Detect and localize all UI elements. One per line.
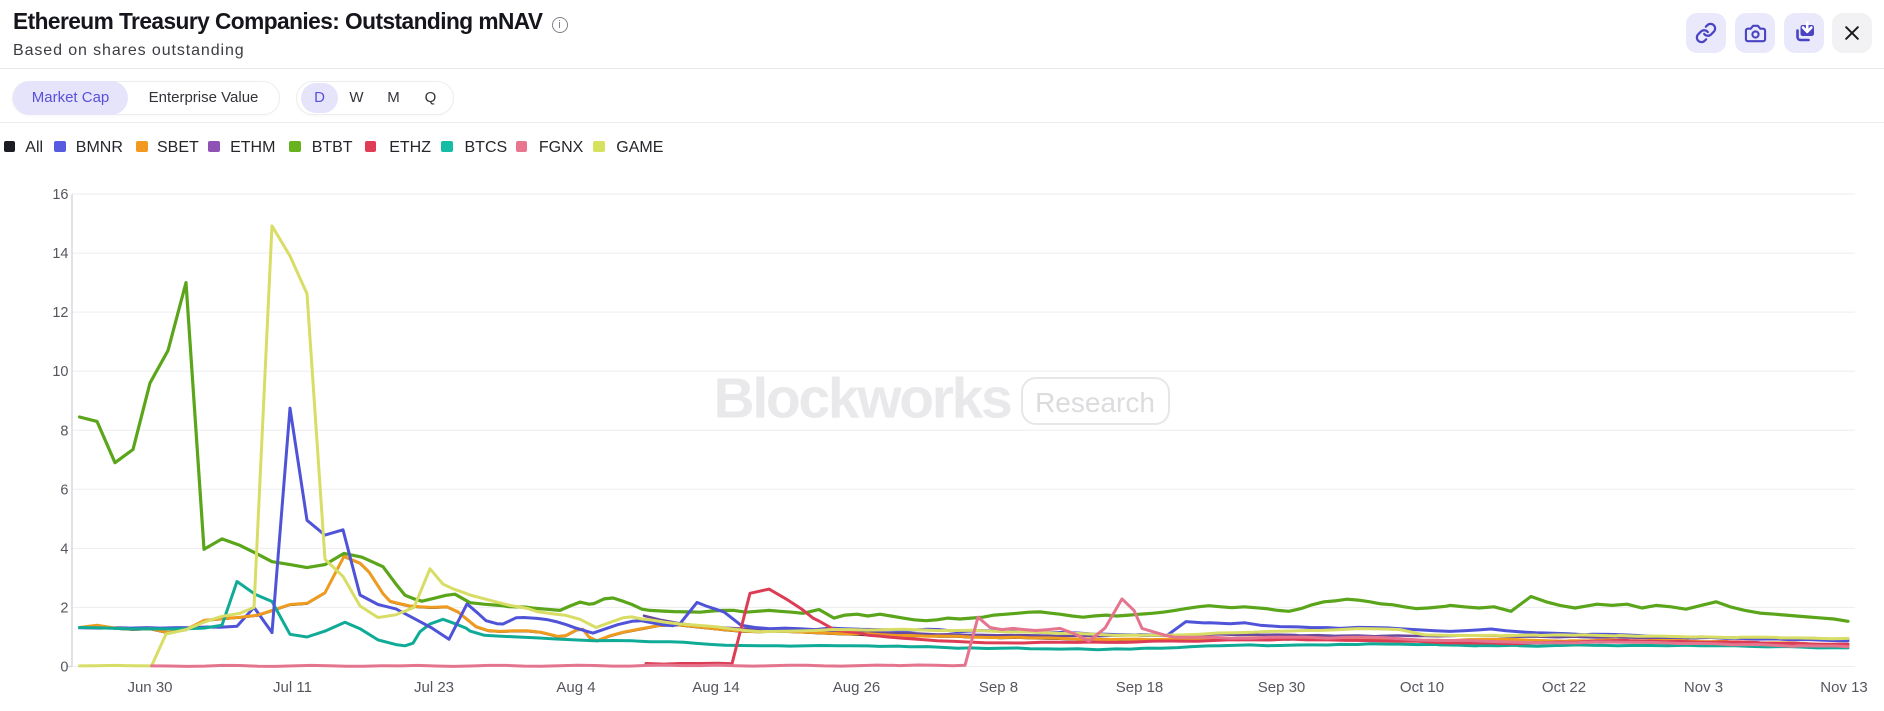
svg-text:6: 6 xyxy=(60,482,68,498)
svg-text:0: 0 xyxy=(60,660,68,676)
svg-text:16: 16 xyxy=(52,187,68,203)
svg-text:Aug 14: Aug 14 xyxy=(692,679,740,696)
svg-text:Sep 8: Sep 8 xyxy=(979,679,1018,696)
svg-text:Nov 3: Nov 3 xyxy=(1684,679,1723,696)
svg-text:12: 12 xyxy=(52,305,68,321)
svg-text:Jul 23: Jul 23 xyxy=(414,679,454,696)
svg-text:Oct 10: Oct 10 xyxy=(1400,679,1444,696)
svg-text:Jul 11: Jul 11 xyxy=(273,679,312,696)
svg-text:Sep 30: Sep 30 xyxy=(1258,679,1306,696)
svg-text:Aug 26: Aug 26 xyxy=(833,679,881,696)
svg-text:Research: Research xyxy=(1035,387,1155,418)
svg-text:Nov 13: Nov 13 xyxy=(1820,679,1868,696)
svg-text:Oct 22: Oct 22 xyxy=(1542,679,1586,696)
svg-text:14: 14 xyxy=(52,246,68,262)
svg-text:10: 10 xyxy=(52,364,68,380)
svg-text:8: 8 xyxy=(60,423,68,439)
svg-text:4: 4 xyxy=(60,541,68,557)
svg-text:Jun 30: Jun 30 xyxy=(127,679,172,696)
svg-text:Sep 18: Sep 18 xyxy=(1116,679,1164,696)
svg-text:Blockworks: Blockworks xyxy=(714,367,1012,431)
svg-text:2: 2 xyxy=(60,600,68,616)
svg-text:Aug 4: Aug 4 xyxy=(556,679,595,696)
